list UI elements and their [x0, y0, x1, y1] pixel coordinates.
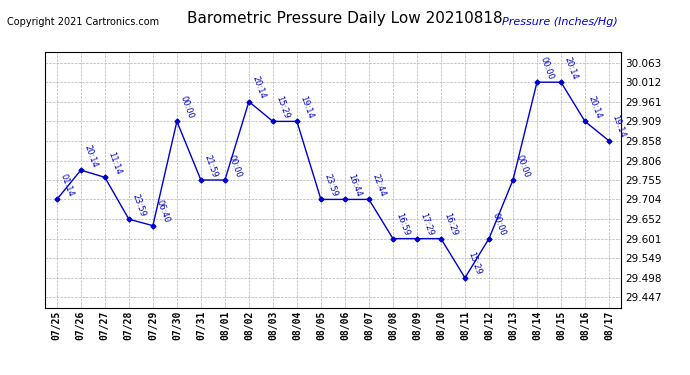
Text: 00:00: 00:00: [514, 153, 531, 178]
Text: 20:14: 20:14: [562, 56, 579, 81]
Text: 22:44: 22:44: [371, 172, 387, 198]
Text: 16:29: 16:29: [442, 212, 459, 237]
Text: Copyright 2021 Cartronics.com: Copyright 2021 Cartronics.com: [7, 17, 159, 27]
Text: 11:14: 11:14: [106, 150, 123, 176]
Text: Pressure (Inches/Hg): Pressure (Inches/Hg): [502, 17, 618, 27]
Text: 01:14: 01:14: [58, 172, 75, 198]
Text: 23:59: 23:59: [322, 172, 339, 198]
Text: 00:00: 00:00: [226, 153, 243, 178]
Text: 19:14: 19:14: [298, 94, 315, 120]
Text: 15:29: 15:29: [275, 94, 291, 120]
Text: 15:29: 15:29: [466, 251, 483, 276]
Text: 20:14: 20:14: [586, 94, 603, 120]
Text: 06:40: 06:40: [155, 199, 171, 224]
Text: Barometric Pressure Daily Low 20210818: Barometric Pressure Daily Low 20210818: [187, 11, 503, 26]
Text: 16:44: 16:44: [346, 172, 363, 198]
Text: 20:14: 20:14: [82, 143, 99, 169]
Text: 16:59: 16:59: [394, 212, 411, 237]
Text: 17:29: 17:29: [418, 212, 435, 237]
Text: 00:00: 00:00: [538, 56, 555, 81]
Text: 21:59: 21:59: [202, 153, 219, 178]
Text: 00:00: 00:00: [491, 212, 507, 237]
Text: 19:14: 19:14: [611, 114, 627, 140]
Text: 20:14: 20:14: [250, 75, 267, 100]
Text: 00:00: 00:00: [178, 94, 195, 120]
Text: 23:59: 23:59: [130, 192, 147, 218]
